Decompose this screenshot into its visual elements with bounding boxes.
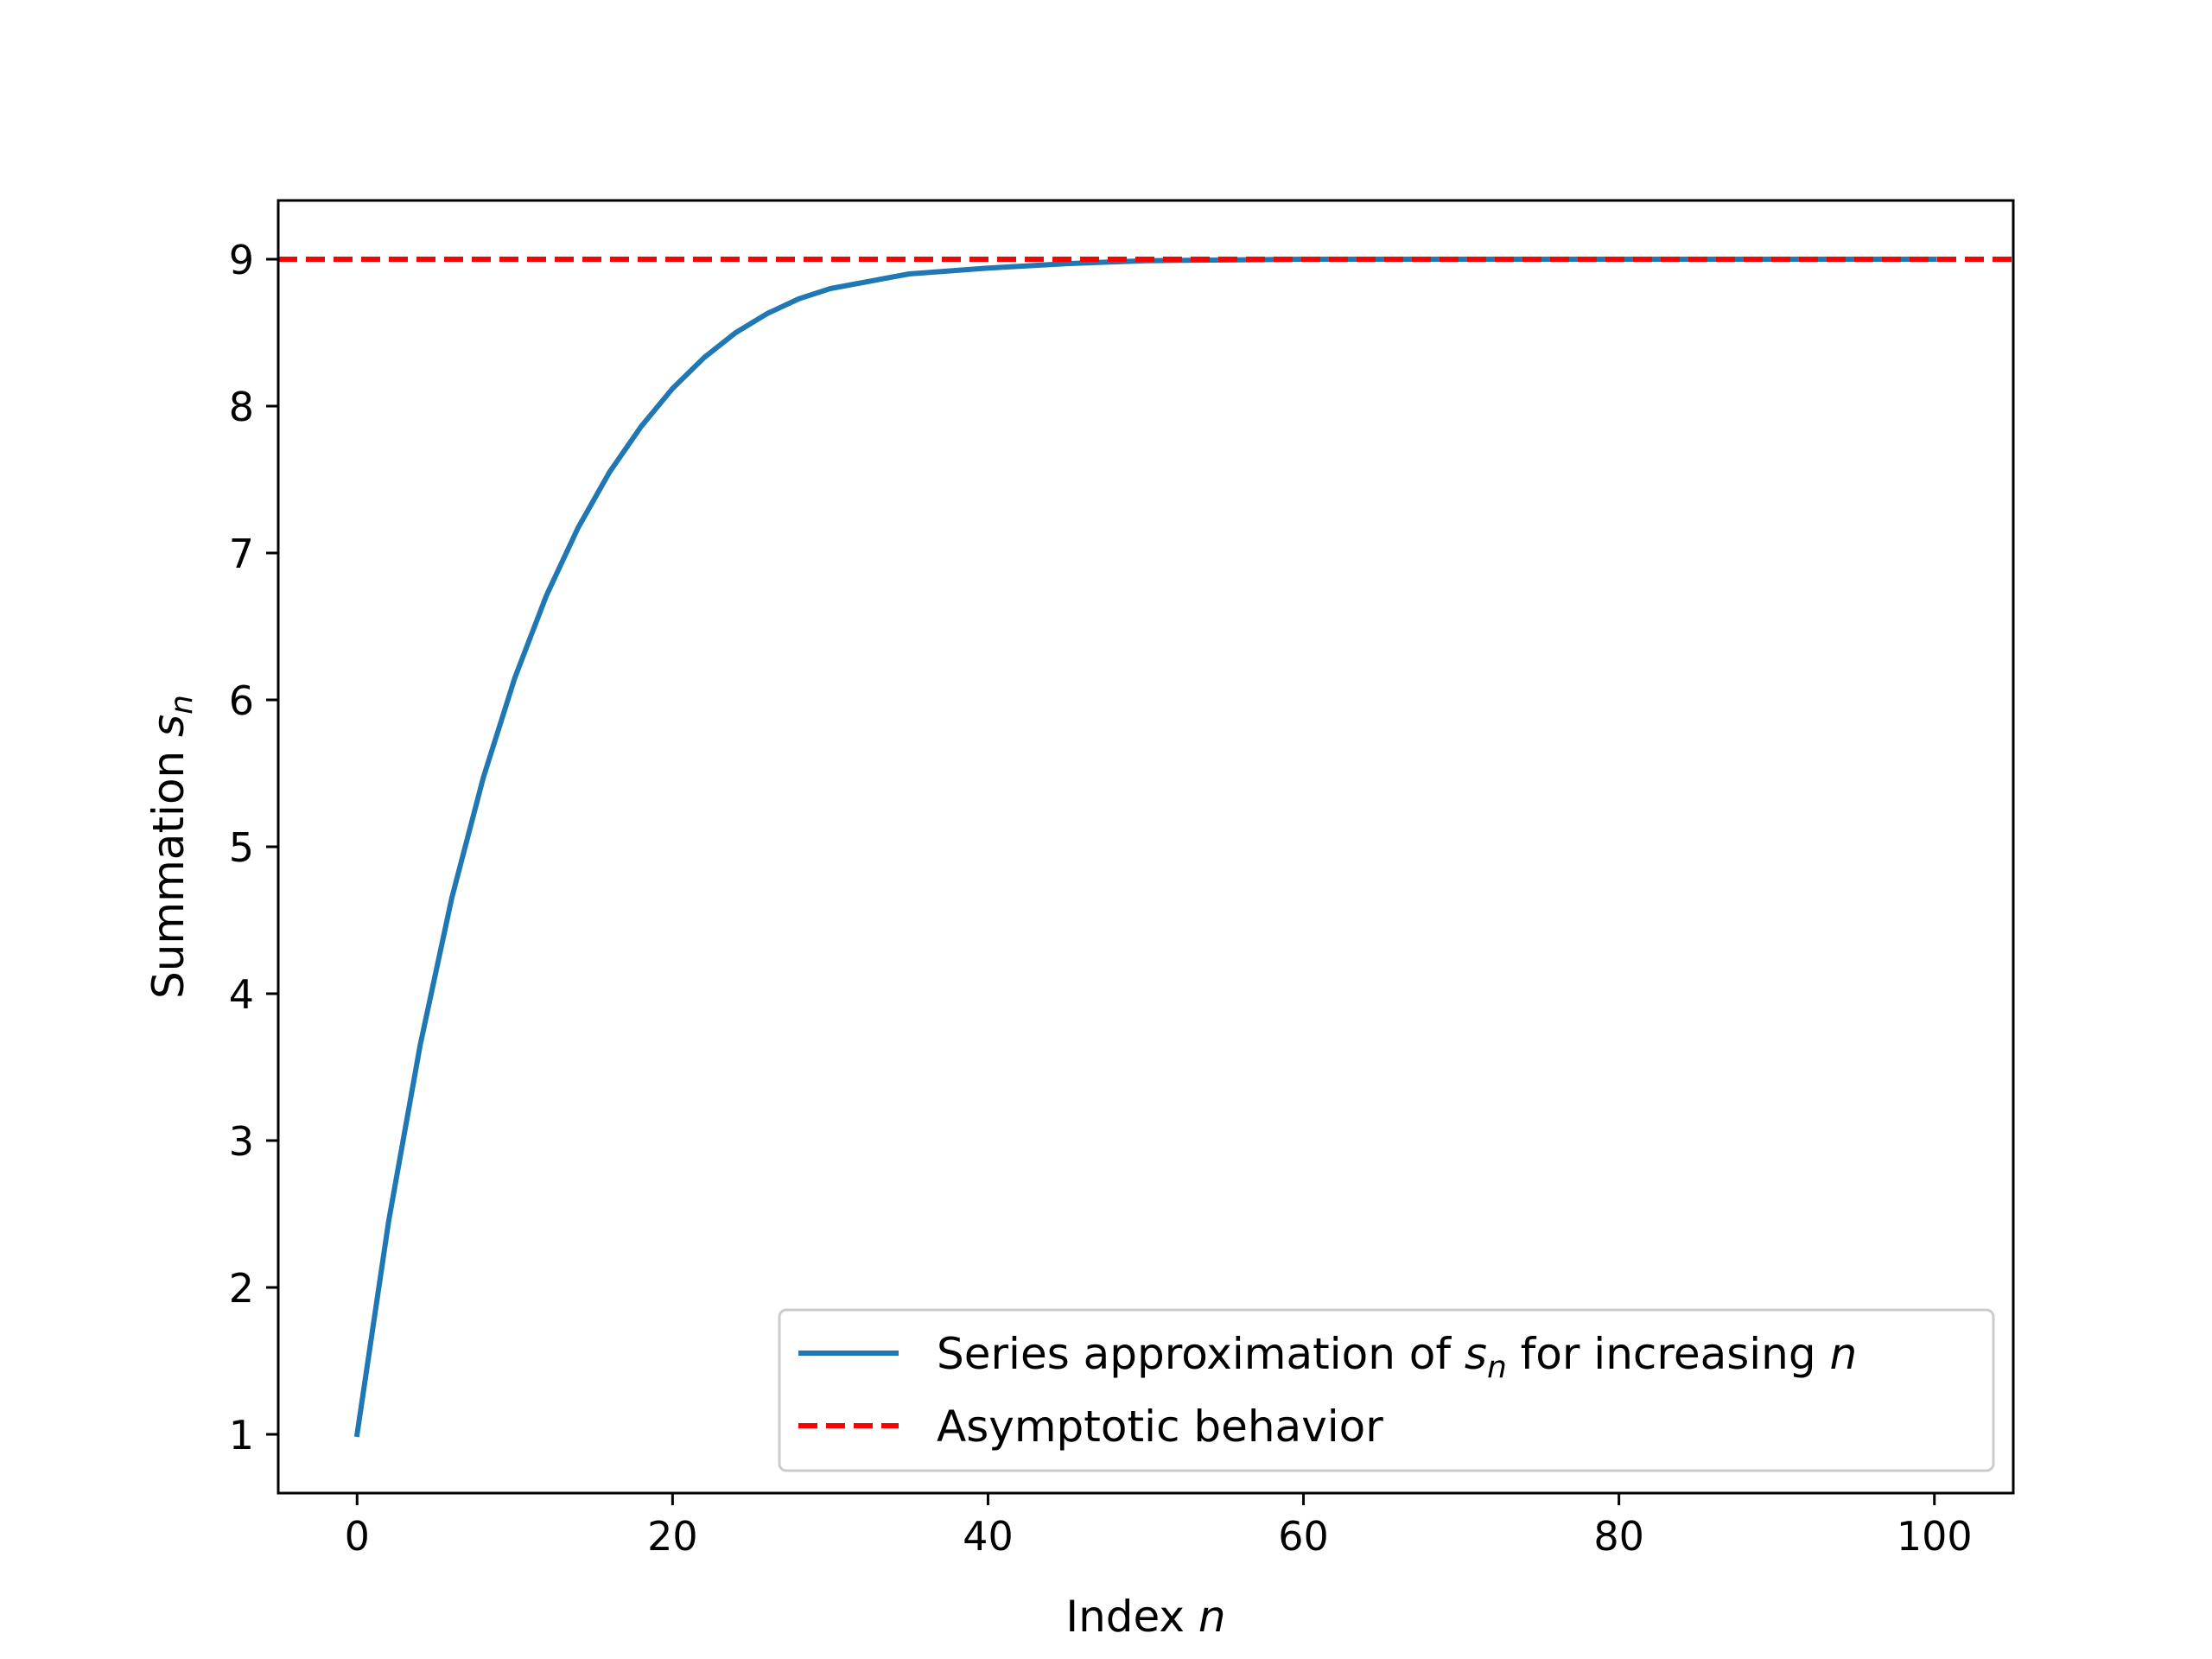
y-tick-label: 3	[229, 1118, 254, 1165]
plot-area	[278, 257, 2013, 1438]
y-tick-label: 4	[229, 971, 254, 1018]
y-tick-label: 6	[229, 677, 254, 724]
x-tick-label: 20	[647, 1513, 698, 1560]
y-tick-label: 5	[229, 824, 254, 871]
y-tick-label: 9	[229, 237, 254, 283]
y-tick-label: 8	[229, 384, 254, 430]
x-tick-label: 40	[963, 1513, 1014, 1560]
legend-box	[778, 1308, 1995, 1472]
y-tick-label: 2	[229, 1265, 254, 1312]
x-axis-label: Index n	[1065, 1592, 1225, 1642]
x-tick-label: 80	[1593, 1513, 1644, 1560]
legend-label-series: Series approximation of sn for increasin…	[937, 1329, 1857, 1385]
x-tick-label: 0	[345, 1513, 370, 1560]
y-tick-label: 7	[229, 531, 254, 577]
legend-label-asymptote: Asymptotic behavior	[937, 1402, 1383, 1452]
legend: Series approximation of sn for increasin…	[778, 1308, 1995, 1472]
y-axis-label: Summation sn	[143, 695, 200, 999]
axes: 0 20 40 60 80 100 1 2 3 4 5 6 7 8 9 Index n Summation sn	[143, 199, 2015, 1642]
x-tick-label: 100	[1897, 1513, 1973, 1560]
x-tick-label: 60	[1278, 1513, 1329, 1560]
y-tick-label: 1	[229, 1412, 254, 1459]
